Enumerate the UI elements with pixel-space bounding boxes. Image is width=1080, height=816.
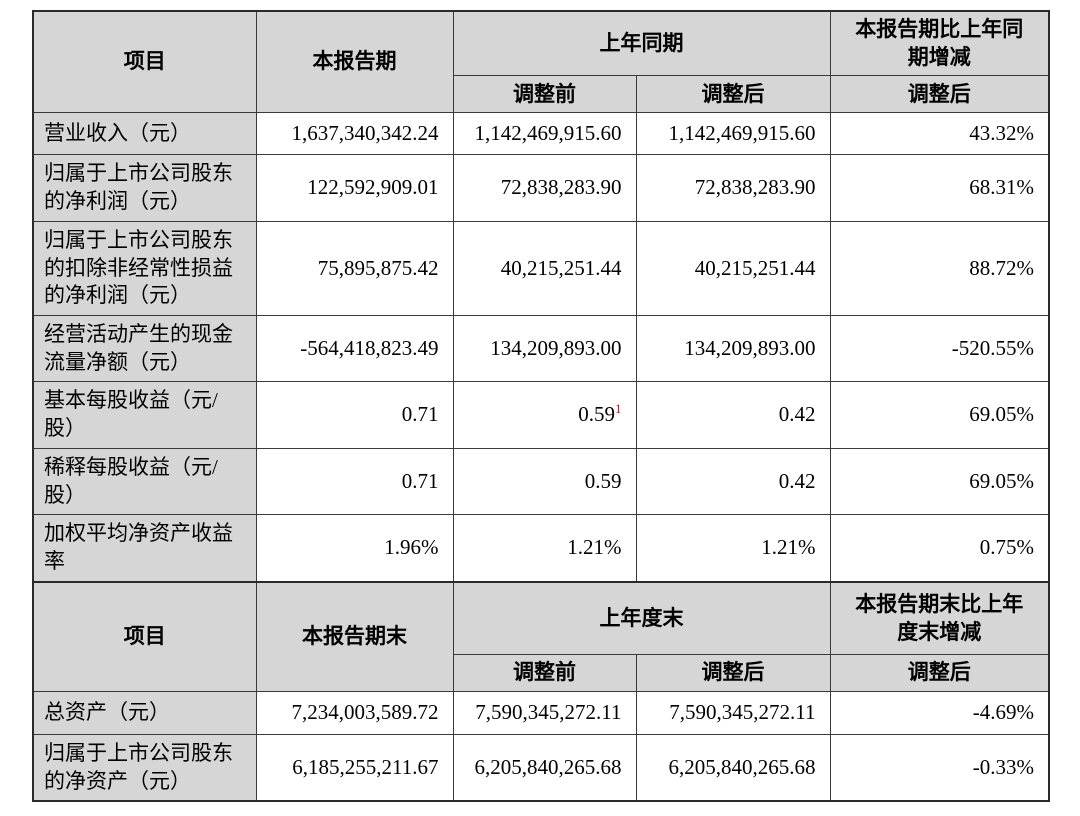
cell-change: 0.75% <box>829 514 1050 583</box>
cell-change: 88.72% <box>829 220 1050 317</box>
col-header-change-group: 本报告期比上年同期增减 <box>829 10 1050 77</box>
cell-before-adjust: 7,590,345,272.11 <box>452 691 637 735</box>
cell-current: 75,895,875.42 <box>255 220 454 317</box>
table-row-net-assets: 归属于上市公司股东的净资产（元） 6,185,255,211.67 6,205,… <box>32 734 1050 802</box>
cell-before-adjust: 72,838,283.90 <box>452 154 637 222</box>
col-header-after-adjust-2: 调整后 <box>635 654 831 692</box>
col-header-before-adjust: 调整前 <box>452 75 637 114</box>
table-row-net-profit-excl-nonrecurring: 归属于上市公司股东的扣除非经常性损益的净利润（元） 75,895,875.42 … <box>32 220 1050 317</box>
cell-change: 43.32% <box>829 112 1050 156</box>
table2-header-row-2: 调整前 调整后 调整后 <box>33 654 1050 692</box>
row-label: 归属于上市公司股东的扣除非经常性损益的净利润（元） <box>32 220 257 317</box>
cell-current: 1,637,340,342.24 <box>255 112 454 156</box>
cell-change: 69.05% <box>829 381 1050 449</box>
cell-current: 0.71 <box>255 447 454 516</box>
col-header-change-after-adjust-2: 调整后 <box>829 654 1050 692</box>
col-header-change-after-adjust: 调整后 <box>829 75 1050 114</box>
cell-current: 1.96% <box>255 514 454 583</box>
cell-before-adjust: 134,209,893.00 <box>452 315 637 383</box>
row-label: 归属于上市公司股东的净利润（元） <box>32 154 257 222</box>
col-header-after-adjust: 调整后 <box>635 75 831 114</box>
cell-change: 69.05% <box>829 447 1050 516</box>
cell-before-adjust: 0.591 <box>452 381 637 449</box>
table-row-operating-revenue: 营业收入（元） 1,637,340,342.24 1,142,469,915.6… <box>32 112 1050 156</box>
cell-current: 0.71 <box>255 381 454 449</box>
cell-after-adjust: 6,205,840,265.68 <box>635 734 831 802</box>
row-label: 稀释每股收益（元/股） <box>32 447 257 516</box>
cell-before-adjust: 40,215,251.44 <box>452 220 637 317</box>
table1-header-row-1: 项目 本报告期 上年同期 本报告期比上年同期增减 <box>32 10 1050 114</box>
table-row-total-assets: 总资产（元） 7,234,003,589.72 7,590,345,272.11… <box>32 691 1050 735</box>
cell-after-adjust: 40,215,251.44 <box>635 220 831 317</box>
cell-current: -564,418,823.49 <box>255 315 454 383</box>
cell-after-adjust: 0.42 <box>635 381 831 449</box>
cell-current: 6,185,255,211.67 <box>255 734 454 802</box>
row-label: 经营活动产生的现金流量净额（元） <box>32 315 257 383</box>
col-header-change-group-2: 本报告期末比上年度末增减 <box>829 580 1050 656</box>
col-header-prior-period-group: 上年同期 <box>452 10 831 77</box>
cell-after-adjust: 7,590,345,272.11 <box>635 691 831 735</box>
cell-before-adjust: 1,142,469,915.60 <box>452 112 637 156</box>
key-financial-data-table: 项目 本报告期 上年同期 本报告期比上年同期增减 调整前 调整后 调整后 营业收… <box>32 10 1050 803</box>
table-row-diluted-eps: 稀释每股收益（元/股） 0.71 0.59 0.42 69.05% <box>32 447 1050 516</box>
cell-before-adjust: 6,205,840,265.68 <box>452 734 637 802</box>
footnote-ref: 1 <box>615 401 622 417</box>
cell-change: -520.55% <box>829 315 1050 383</box>
row-label: 基本每股收益（元/股） <box>32 381 257 449</box>
table-row-basic-eps: 基本每股收益（元/股） 0.71 0.591 0.42 69.05% <box>32 381 1050 449</box>
row-label: 总资产（元） <box>32 691 257 735</box>
col-header-current-period: 本报告期 <box>255 10 454 114</box>
row-label: 归属于上市公司股东的净资产（元） <box>32 734 257 802</box>
row-label: 营业收入（元） <box>32 112 257 156</box>
col-header-item: 项目 <box>32 10 257 114</box>
table-row-net-profit: 归属于上市公司股东的净利润（元） 122,592,909.01 72,838,2… <box>32 154 1050 222</box>
cell-before-adjust: 1.21% <box>452 514 637 583</box>
cell-after-adjust: 72,838,283.90 <box>635 154 831 222</box>
col-header-end-of-prior-year-group: 上年度末 <box>452 580 831 656</box>
cell-after-adjust: 1,142,469,915.60 <box>635 112 831 156</box>
cell-after-adjust: 1.21% <box>635 514 831 583</box>
row-label: 加权平均净资产收益率 <box>32 514 257 583</box>
cell-change: -4.69% <box>829 691 1050 735</box>
col-header-item-2: 项目 <box>32 580 257 692</box>
cell-change: -0.33% <box>829 734 1050 802</box>
col-header-end-of-period: 本报告期末 <box>255 580 454 692</box>
cell-before-adjust: 0.59 <box>452 447 637 516</box>
table-row-weighted-avg-roe: 加权平均净资产收益率 1.96% 1.21% 1.21% 0.75% <box>32 514 1050 583</box>
cell-after-adjust: 134,209,893.00 <box>635 315 831 383</box>
cell-current: 122,592,909.01 <box>255 154 454 222</box>
cell-current: 7,234,003,589.72 <box>255 691 454 735</box>
table2-header-row-1: 项目 本报告期末 上年度末 本报告期末比上年度末增减 <box>32 580 1050 692</box>
col-header-before-adjust-2: 调整前 <box>452 654 637 692</box>
cell-change: 68.31% <box>829 154 1050 222</box>
cell-after-adjust: 0.42 <box>635 447 831 516</box>
table-row-operating-cash-flow: 经营活动产生的现金流量净额（元） -564,418,823.49 134,209… <box>32 315 1050 383</box>
